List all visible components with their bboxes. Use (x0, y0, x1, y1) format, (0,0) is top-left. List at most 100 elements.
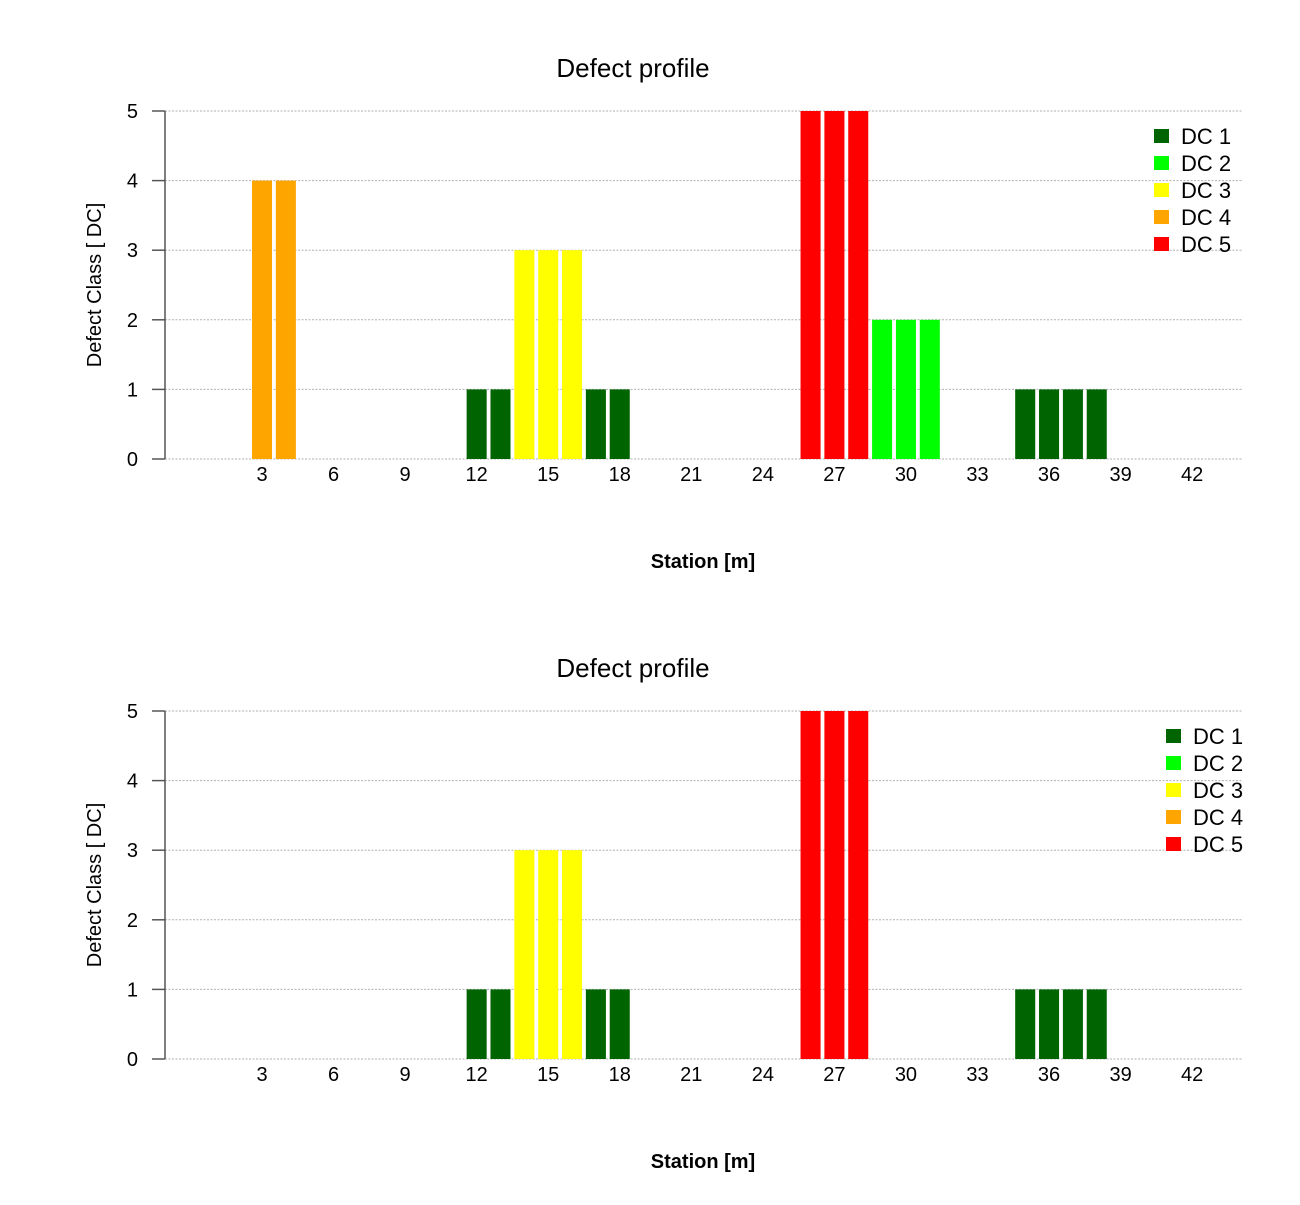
x-tick-label: 24 (752, 464, 774, 486)
bar-station-17 (585, 989, 606, 1059)
legend-label-dc1: DC 1 (1181, 124, 1231, 149)
bar-station-12 (466, 389, 487, 459)
chart-title: Defect profile (556, 53, 709, 83)
x-tick-label: 9 (400, 464, 411, 486)
x-tick-label: 18 (609, 464, 631, 486)
x-tick-label: 6 (328, 464, 339, 486)
x-tick-label: 33 (966, 464, 988, 486)
legend-swatch-dc5 (1154, 237, 1169, 251)
legend-swatch-dc1 (1166, 729, 1181, 743)
x-tick-label: 15 (537, 464, 559, 486)
x-axis-label: Station [m] (651, 1151, 755, 1173)
bar-station-38 (1086, 989, 1107, 1059)
legend-label-dc2: DC 2 (1193, 751, 1243, 776)
x-tick-label: 15 (537, 1064, 559, 1086)
y-tick-label: 4 (127, 771, 138, 793)
y-tick-label: 5 (127, 101, 138, 123)
x-tick-label: 42 (1181, 464, 1203, 486)
legend-swatch-dc5 (1166, 837, 1181, 851)
x-tick-label: 36 (1038, 1064, 1060, 1086)
x-tick-label: 39 (1109, 1064, 1131, 1086)
x-tick-label: 42 (1181, 1064, 1203, 1086)
legend: DC 1DC 2DC 3DC 4DC 5 (1166, 724, 1243, 857)
y-tick-label: 3 (127, 840, 138, 862)
x-axis-label: Station [m] (651, 551, 755, 573)
x-tick-label: 3 (256, 464, 267, 486)
bar-station-13 (490, 989, 511, 1059)
legend-label-dc2: DC 2 (1181, 151, 1231, 176)
y-tick-label: 1 (127, 379, 138, 401)
legend-label-dc1: DC 1 (1193, 724, 1243, 749)
bar-station-15 (538, 250, 559, 459)
y-tick-label: 5 (127, 701, 138, 723)
bar-station-17 (585, 389, 606, 459)
y-axis-label: Defect Class [ DC] (84, 203, 106, 367)
legend-swatch-dc2 (1166, 756, 1181, 770)
chart-title: Defect profile (556, 653, 709, 683)
legend-label-dc4: DC 4 (1193, 805, 1243, 830)
bar-station-36 (1039, 389, 1060, 459)
x-tick-label: 33 (966, 1064, 988, 1086)
bar-station-16 (562, 850, 583, 1059)
x-tick-label: 36 (1038, 464, 1060, 486)
bar-station-28 (848, 711, 869, 1059)
x-tick-label: 3 (256, 1064, 267, 1086)
y-tick-label: 0 (127, 1049, 138, 1071)
y-axis-label: Defect Class [ DC] (84, 803, 106, 967)
bar-station-29 (872, 319, 893, 459)
legend-label-dc4: DC 4 (1181, 205, 1231, 230)
bar-station-12 (466, 989, 487, 1059)
bar-station-37 (1062, 989, 1083, 1059)
x-tick-label: 21 (680, 1064, 702, 1086)
legend-swatch-dc3 (1166, 783, 1181, 797)
x-tick-label: 30 (895, 464, 917, 486)
x-tick-label: 12 (466, 464, 488, 486)
bar-station-30 (895, 319, 916, 459)
legend-label-dc3: DC 3 (1181, 178, 1231, 203)
bar-station-38 (1086, 389, 1107, 459)
x-tick-label: 9 (400, 1064, 411, 1086)
x-tick-label: 39 (1109, 464, 1131, 486)
y-tick-label: 1 (127, 979, 138, 1001)
bar-station-14 (514, 250, 535, 459)
legend-swatch-dc1 (1154, 129, 1169, 143)
chart-panel-bottom: Defect profile 0 1 2 3 4 5 3 6 9 12 15 18 21 24 27 30 33 3… (0, 600, 1300, 1200)
legend-label-dc5: DC 5 (1181, 232, 1231, 257)
x-tick-label: 27 (823, 464, 845, 486)
x-tick-label: 12 (466, 1064, 488, 1086)
bar-station-31 (919, 319, 940, 459)
x-tick-label: 6 (328, 1064, 339, 1086)
bar-station-15 (538, 850, 559, 1059)
bar-station-18 (609, 989, 630, 1059)
legend: DC 1DC 2DC 3DC 4DC 5 (1154, 124, 1231, 257)
x-tick-label: 18 (609, 1064, 631, 1086)
x-tick-label: 27 (823, 1064, 845, 1086)
y-tick-label: 3 (127, 240, 138, 262)
legend-label-dc3: DC 3 (1193, 778, 1243, 803)
bar-station-36 (1039, 989, 1060, 1059)
y-tick-label: 2 (127, 910, 138, 932)
y-tick-label: 4 (127, 171, 138, 193)
legend-label-dc5: DC 5 (1193, 832, 1243, 857)
bar-station-35 (1015, 989, 1036, 1059)
x-tick-label: 21 (680, 464, 702, 486)
x-tick-label: 24 (752, 1064, 774, 1086)
bar-station-26 (800, 711, 821, 1059)
bar-station-26 (800, 111, 821, 459)
bar-station-4 (275, 180, 296, 459)
bar-station-18 (609, 389, 630, 459)
legend-swatch-dc4 (1166, 810, 1181, 824)
bar-station-16 (562, 250, 583, 459)
legend-swatch-dc2 (1154, 156, 1169, 170)
bar-station-27 (824, 111, 845, 459)
bar-station-28 (848, 111, 869, 459)
y-tick-label: 0 (127, 449, 138, 471)
bar-station-35 (1015, 389, 1036, 459)
bar-station-14 (514, 850, 535, 1059)
legend-swatch-dc4 (1154, 210, 1169, 224)
x-tick-label: 30 (895, 1064, 917, 1086)
bar-station-37 (1062, 389, 1083, 459)
chart-panel-top: Defect profile 0 1 2 3 4 5 3 6 9 12 15 18 21 24 27 30 33 3… (0, 0, 1300, 600)
